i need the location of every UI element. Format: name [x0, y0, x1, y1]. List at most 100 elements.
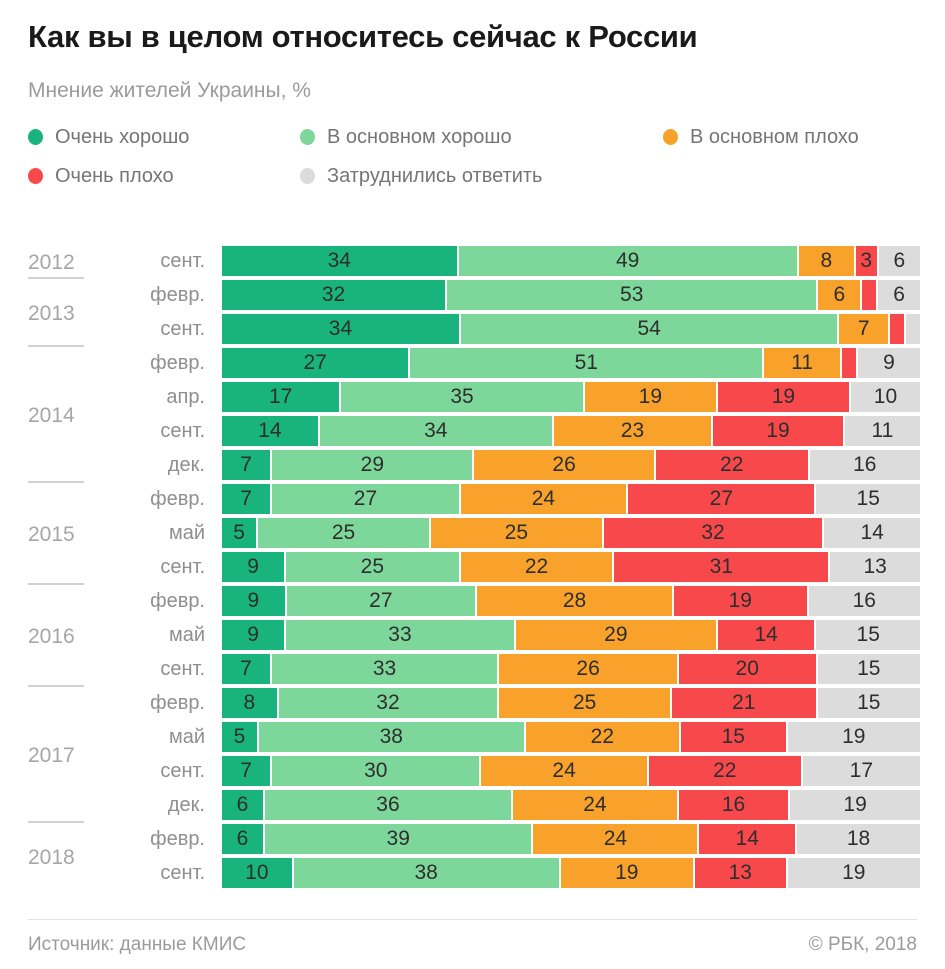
year-group-rows: февр. 9 27 28 19 16 май 9 33 29 14 15 сент. 7 33 26 20 15 [118, 586, 921, 688]
bar-value-label: 6 [893, 283, 905, 307]
bar-segment: 6 [818, 280, 861, 311]
bar-segment: 7 [222, 654, 270, 685]
month-label: дек. [167, 793, 205, 816]
year-label: 2015 [28, 523, 75, 547]
bar-value-label: 15 [856, 623, 880, 647]
bar-segment: 29 [272, 450, 473, 481]
bar-segment: 19 [584, 382, 716, 413]
bar-segment: 26 [499, 654, 677, 685]
legend-dot-icon [300, 168, 315, 185]
bar-value-label: 11 [871, 419, 894, 443]
month-label: апр. [166, 385, 205, 408]
year-group-rows: февр. 32 53 6 6 сент. 34 54 7 [118, 280, 920, 348]
bar-value-label: 13 [863, 555, 887, 579]
year-label: 2014 [28, 404, 75, 428]
bar-value-label: 10 [245, 861, 269, 885]
year-group-rows: февр. 27 51 11 9 апр. 17 35 19 19 10 сент. 14 34 23 19 1… [118, 348, 920, 484]
stacked-bar: 32 53 6 6 [222, 280, 920, 311]
bar-value-label: 8 [820, 249, 833, 273]
legend-row: Очень плохо Затруднились ответить [28, 164, 917, 188]
year-label: 2017 [28, 744, 75, 768]
bar-row: дек. 7 29 26 22 16 [118, 450, 920, 481]
bar-segment: 16 [809, 450, 920, 481]
bar-segment: 34 [319, 416, 552, 447]
bar-row: май 9 33 29 14 15 [118, 620, 920, 651]
bar-segment: 9 [222, 620, 285, 651]
bar-value-label: 6 [236, 827, 249, 851]
month-label: дек. [167, 453, 205, 476]
bar-value-label: 15 [856, 487, 880, 511]
bar-row: сент. 34 49 8 3 6 [118, 246, 920, 277]
bar-value-label: 7 [240, 759, 252, 783]
bar-value-label: 28 [562, 589, 587, 613]
bar-value-label: 9 [247, 555, 259, 579]
bar-row: май 5 25 25 32 14 [118, 518, 920, 549]
bar-value-label: 36 [376, 793, 400, 817]
month-label: февр. [150, 589, 205, 612]
bar-value-label: 53 [620, 283, 644, 307]
bar-segment [842, 348, 856, 379]
bar-segment: 51 [410, 348, 763, 379]
bar-value-label: 11 [791, 351, 814, 375]
bar-segment: 21 [672, 688, 816, 719]
bar-segment: 19 [790, 790, 920, 821]
year-group: 2016 февр. 9 27 28 19 16 май 9 33 29 14 15 сент. 7 33 26… [28, 586, 921, 688]
bar-value-label: 35 [450, 385, 474, 409]
bar-value-label: 19 [842, 725, 866, 749]
bar-value-label: 27 [709, 487, 734, 511]
bar-segment: 32 [278, 688, 498, 719]
bar-segment: 19 [713, 416, 843, 447]
bar-row: февр. 32 53 6 6 [118, 280, 920, 311]
stacked-bar: 7 30 24 22 17 [222, 756, 920, 787]
month-label: сент. [160, 759, 205, 782]
year-group: 2014 февр. 27 51 11 9 апр. 17 35 19 19 10 сент. 14 34 2… [28, 348, 920, 484]
bar-value-label: 25 [331, 521, 356, 545]
bar-row: февр. 9 27 28 19 16 [118, 586, 921, 617]
bar-row: февр. 6 39 24 14 18 [118, 824, 920, 855]
bar-segment: 6 [222, 824, 263, 855]
stacked-bar: 9 27 28 19 16 [222, 586, 921, 617]
bar-segment: 11 [844, 416, 920, 447]
year-label: 2018 [28, 846, 75, 870]
bar-value-label: 17 [849, 759, 874, 783]
bar-value-label: 16 [853, 453, 877, 477]
legend-item-label: Очень хорошо [55, 125, 190, 148]
bar-value-label: 6 [833, 283, 846, 307]
month-label: февр. [150, 691, 205, 714]
bar-segment: 35 [341, 382, 583, 413]
year-divider [28, 685, 84, 688]
month-label: сент. [160, 657, 205, 680]
bar-value-label: 33 [388, 623, 412, 647]
bar-value-label: 38 [379, 725, 403, 749]
bar-segment: 9 [857, 348, 920, 379]
bar-value-label: 15 [857, 657, 881, 681]
bar-value-label: 18 [846, 827, 871, 851]
bar-segment: 7 [222, 756, 271, 787]
bar-value-label: 25 [572, 691, 597, 715]
bar-row: сент. 34 54 7 [118, 314, 920, 345]
chart-subtitle: Мнение жителей Украины, % [28, 79, 311, 103]
stacked-bar: 6 39 24 14 18 [222, 824, 920, 855]
stacked-bar: 8 32 25 21 15 [222, 688, 920, 719]
bar-value-label: 33 [372, 657, 397, 681]
bar-segment: 24 [460, 484, 627, 515]
bar-segment: 15 [816, 620, 920, 651]
bar-value-label: 32 [376, 691, 400, 715]
bar-value-label: 39 [386, 827, 410, 851]
bar-value-label: 22 [713, 759, 737, 783]
bar-segment: 39 [264, 824, 532, 855]
bar-value-label: 34 [327, 249, 351, 273]
bar-segment: 7 [222, 484, 271, 515]
bar-segment: 22 [460, 552, 613, 583]
bar-value-label: 17 [268, 385, 293, 409]
bar-segment: 11 [764, 348, 841, 379]
bar-segment: 32 [222, 280, 446, 311]
footer: Источник: данные КМИС © РБК, 2018 [28, 934, 917, 956]
bar-segment: 10 [850, 382, 920, 413]
legend-dot-icon [300, 129, 315, 146]
bar-value-label: 29 [604, 623, 628, 647]
legend-item: В основном плохо [663, 126, 859, 149]
bar-value-label: 49 [615, 249, 640, 273]
bar-segment: 32 [603, 518, 823, 549]
bar-segment: 14 [824, 518, 920, 549]
